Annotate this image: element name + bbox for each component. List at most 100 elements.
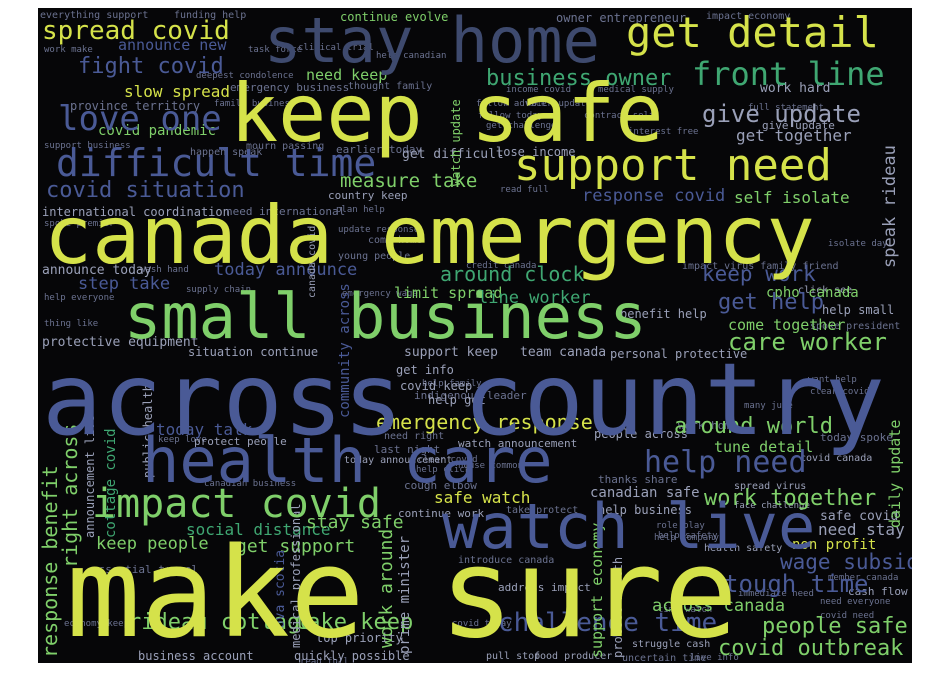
word: tune detail xyxy=(714,438,814,456)
word: announce new xyxy=(118,36,227,54)
word: keep safe xyxy=(230,67,664,160)
word: emergency response xyxy=(376,410,593,434)
word: keep love xyxy=(158,435,207,445)
word: impact virus family friend xyxy=(682,261,839,272)
word: uncertain time xyxy=(622,653,707,664)
word: keep work xyxy=(702,262,816,286)
word: happen speak xyxy=(190,147,263,158)
word: take protect xyxy=(506,505,579,516)
word: people safe xyxy=(762,614,908,639)
word: full statement xyxy=(748,103,824,113)
word: wash hand xyxy=(140,265,189,275)
word: make sure xyxy=(66,522,738,663)
word: help get xyxy=(428,393,486,407)
word: spread covid xyxy=(42,16,230,46)
word: lose income xyxy=(496,145,576,159)
word: across country xyxy=(42,341,885,458)
word: work make xyxy=(44,45,93,55)
word: come home xyxy=(368,235,423,246)
word: work home xyxy=(678,419,738,432)
word: protect people xyxy=(194,435,287,448)
word: stay home xyxy=(264,8,600,77)
word: get help xyxy=(718,290,824,315)
word: line worker xyxy=(478,288,591,308)
word: cough elbow xyxy=(404,479,477,492)
word: funding help xyxy=(174,10,247,21)
word: business account xyxy=(138,649,254,663)
word: social distance xyxy=(186,520,331,539)
word: country keep xyxy=(328,189,408,202)
word: come together xyxy=(728,316,846,334)
word: help small xyxy=(822,303,895,317)
word: challenge time xyxy=(498,608,718,638)
word: interest free xyxy=(628,127,699,137)
word: team canada xyxy=(520,345,607,360)
word: need right xyxy=(384,431,445,442)
word: tough time xyxy=(724,570,869,598)
word: essential travel xyxy=(92,563,198,576)
word: give update xyxy=(762,119,835,132)
word: covid need xyxy=(820,611,875,621)
word: task force xyxy=(248,45,303,55)
word: help family xyxy=(422,379,482,389)
word: credit canada xyxy=(466,261,537,271)
word: canada emergency xyxy=(44,189,815,282)
word: today announcement xyxy=(344,455,453,466)
word: food producer xyxy=(534,651,613,662)
word: non profit xyxy=(792,537,877,553)
word: around world xyxy=(674,414,833,439)
word: self isolate xyxy=(734,188,850,207)
word: get difficult xyxy=(402,147,504,162)
word: covid canada xyxy=(800,453,873,464)
word: response benefit xyxy=(38,465,62,658)
word: watch update xyxy=(526,99,592,109)
word: care worker xyxy=(728,328,887,356)
word: thanks share xyxy=(598,473,678,486)
word: announce today xyxy=(42,263,152,278)
word: follow today xyxy=(478,111,544,121)
word: pull stop xyxy=(486,651,541,662)
word: need stay xyxy=(818,520,905,539)
word: read full xyxy=(500,185,549,195)
word: click see xyxy=(798,285,853,296)
word: watch live xyxy=(442,490,816,563)
word: need everyone xyxy=(820,597,891,607)
word: small business xyxy=(124,280,647,353)
word: measure take xyxy=(340,170,478,192)
word: slow spread xyxy=(124,82,230,101)
word: thought family xyxy=(348,81,433,92)
word: top priority xyxy=(316,631,403,645)
word: need keep xyxy=(306,66,388,84)
word: everything support xyxy=(40,10,149,21)
word: clear covid xyxy=(418,455,478,465)
word: family business xyxy=(214,99,296,109)
word: quickly possible xyxy=(294,649,410,663)
word: live info xyxy=(690,653,739,663)
word: clinical trial xyxy=(298,43,374,53)
word: want help xyxy=(808,375,857,385)
word: medical supply xyxy=(598,85,674,95)
word: last night xyxy=(374,443,441,456)
word: struggle cash xyxy=(632,639,711,650)
word: follow advice xyxy=(476,99,547,109)
word: difficult time xyxy=(56,141,377,185)
word: member canada xyxy=(828,573,899,583)
word: face challenge xyxy=(734,501,810,511)
word: emergency business xyxy=(230,81,350,94)
word: covid pandemic xyxy=(98,123,217,139)
word: canadian business xyxy=(204,479,297,489)
word: introduce canada xyxy=(458,555,555,566)
word: benefit help xyxy=(620,307,707,321)
word: house common xyxy=(458,461,524,471)
word: impact economy xyxy=(706,11,791,22)
word: emergency wage xyxy=(342,289,418,299)
word: safe watch xyxy=(434,488,531,507)
word: stay safe xyxy=(306,512,404,533)
word: take keep xyxy=(294,610,414,635)
word: read full xyxy=(300,657,349,664)
word: spread virus xyxy=(734,481,807,492)
word: support business xyxy=(44,141,131,151)
word: role play xyxy=(656,521,705,531)
word: people across xyxy=(594,427,688,441)
word: help company xyxy=(654,533,720,543)
